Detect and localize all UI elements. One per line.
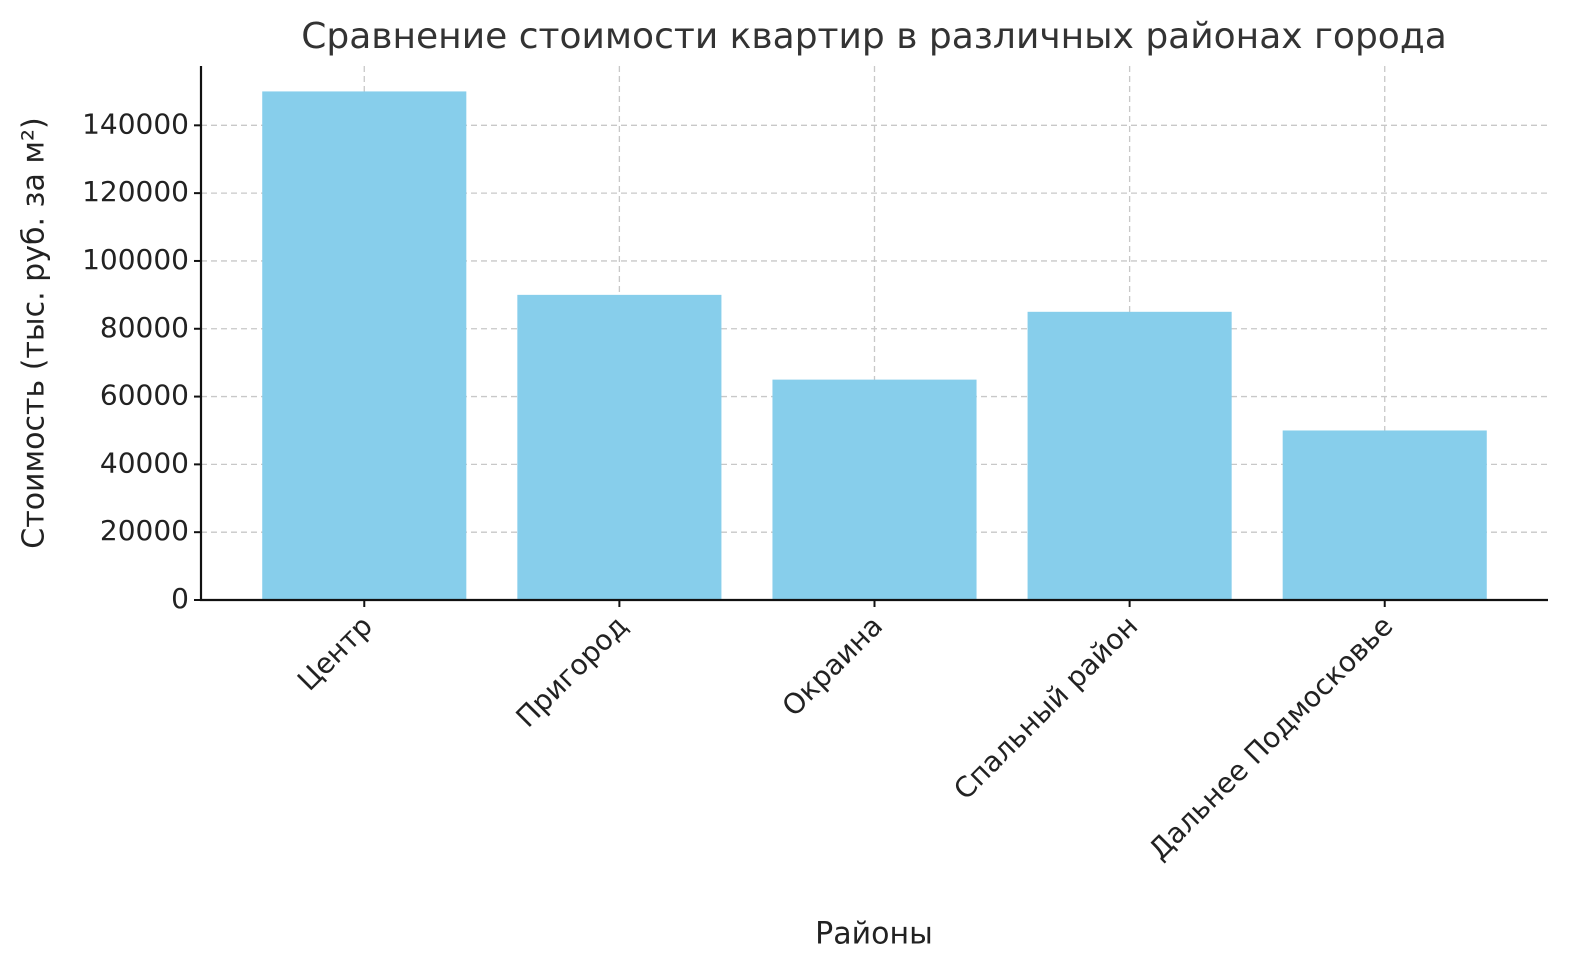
bars (262, 91, 1487, 600)
x-tick-label: Центр (291, 609, 379, 697)
x-tick-label: Пригород (509, 609, 634, 734)
x-axis-label: Районы (815, 917, 933, 952)
y-tick-label: 80000 (100, 311, 189, 344)
x-tick-label: Дальнее Подмосковье (1142, 609, 1399, 866)
y-tick-label: 0 (171, 582, 189, 615)
y-tick-label: 140000 (82, 107, 189, 140)
x-tick-label: Спальный район (947, 609, 1144, 806)
y-tick-label: 60000 (100, 379, 189, 412)
y-tick-label: 20000 (100, 514, 189, 547)
chart-title: Сравнение стоимости квартир в различных … (301, 16, 1447, 57)
bar (1027, 311, 1232, 600)
bar (262, 91, 467, 600)
y-tick-label: 100000 (82, 243, 189, 276)
bar (517, 294, 722, 600)
x-tick-label: Окраина (776, 609, 890, 723)
bar (772, 379, 977, 600)
bar (1282, 430, 1487, 600)
y-axis-label: Стоимость (тыс. руб. за м²) (17, 117, 52, 548)
y-tick-label: 40000 (100, 446, 189, 479)
y-tick-label: 120000 (82, 175, 189, 208)
